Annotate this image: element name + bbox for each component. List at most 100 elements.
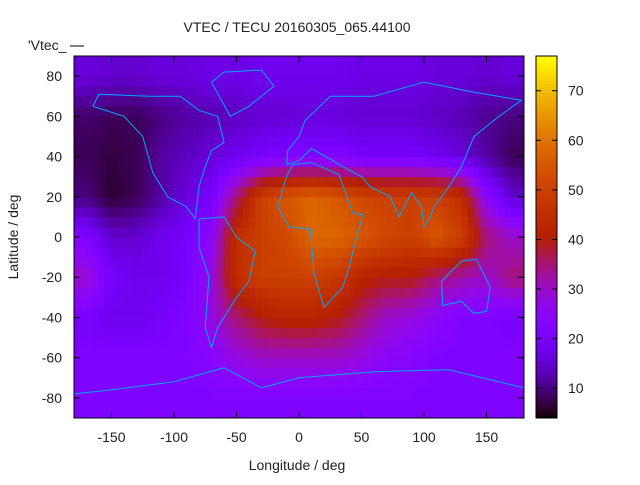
- heatmap-cell: [292, 357, 300, 369]
- heatmap-cell: [174, 226, 181, 238]
- heatmap-cell: [149, 347, 156, 359]
- colorbar-segment: [536, 71, 557, 75]
- heatmap-cell: [211, 216, 219, 228]
- heatmap-cell: [117, 156, 125, 168]
- heatmap-cell: [411, 216, 419, 228]
- heatmap-cell: [517, 76, 525, 87]
- heatmap-cell: [492, 166, 500, 178]
- colorbar-segment: [536, 246, 557, 250]
- heatmap-cell: [92, 166, 100, 178]
- heatmap-cell: [199, 76, 206, 87]
- heatmap-cell: [511, 357, 519, 369]
- heatmap-cell: [336, 116, 344, 127]
- heatmap-cell: [86, 196, 94, 208]
- heatmap-cell: [117, 287, 125, 298]
- heatmap-cell: [236, 206, 244, 218]
- heatmap-cell: [511, 176, 519, 188]
- heatmap-cell: [167, 387, 175, 399]
- heatmap-cell: [105, 367, 112, 379]
- heatmap-cell: [261, 277, 269, 288]
- heatmap-cell: [136, 257, 144, 268]
- heatmap-cell: [380, 327, 387, 339]
- heatmap-cell: [430, 76, 437, 87]
- heatmap-cell: [292, 237, 300, 248]
- heatmap-cell: [136, 66, 144, 77]
- heatmap-cell: [511, 96, 519, 107]
- heatmap-cell: [367, 126, 375, 137]
- heatmap-cell: [499, 196, 506, 208]
- y-tick-label: -60: [42, 350, 62, 366]
- heatmap-cell: [430, 126, 437, 137]
- heatmap-cell: [467, 106, 475, 117]
- heatmap-cell: [336, 267, 344, 278]
- heatmap-cell: [86, 186, 94, 198]
- heatmap-cell: [286, 337, 294, 349]
- heatmap-cell: [286, 106, 294, 117]
- heatmap-cell: [374, 297, 381, 308]
- heatmap-cell: [124, 297, 131, 308]
- heatmap-cell: [374, 247, 381, 258]
- heatmap-cell: [511, 186, 519, 198]
- heatmap-cell: [305, 106, 312, 117]
- heatmap-cell: [217, 307, 225, 318]
- heatmap-cell: [424, 166, 431, 178]
- heatmap-cell: [292, 377, 300, 389]
- heatmap-cell: [474, 206, 481, 218]
- heatmap-cell: [424, 287, 431, 298]
- heatmap-cell: [492, 146, 500, 158]
- heatmap-cell: [424, 176, 431, 188]
- heatmap-cell: [249, 66, 256, 77]
- heatmap-cell: [136, 287, 144, 298]
- heatmap-cell: [249, 186, 256, 198]
- heatmap-cell: [392, 56, 400, 67]
- heatmap-cell: [230, 247, 237, 258]
- heatmap-cell: [242, 106, 250, 117]
- colorbar-tick-label: 50: [568, 182, 584, 198]
- heatmap-cell: [142, 146, 150, 158]
- heatmap-cell: [499, 146, 506, 158]
- heatmap-cell: [324, 186, 331, 198]
- heatmap-cell: [174, 287, 181, 298]
- heatmap-cell: [174, 116, 181, 127]
- heatmap-cell: [211, 307, 219, 318]
- heatmap-cell: [155, 237, 162, 248]
- heatmap-cell: [367, 277, 375, 288]
- heatmap-cell: [367, 387, 375, 399]
- heatmap-cell: [192, 407, 200, 419]
- heatmap-cell: [511, 387, 519, 399]
- heatmap-cell: [336, 136, 344, 147]
- heatmap-cell: [80, 66, 87, 77]
- heatmap-cell: [480, 407, 487, 419]
- heatmap-cell: [317, 226, 325, 238]
- heatmap-cell: [249, 407, 256, 419]
- heatmap-cell: [349, 116, 356, 127]
- heatmap-cell: [461, 277, 469, 288]
- heatmap-cell: [111, 206, 119, 218]
- heatmap-cell: [211, 136, 219, 147]
- heatmap-cell: [155, 267, 162, 278]
- heatmap-cell: [192, 367, 200, 379]
- colorbar-segment: [536, 357, 557, 362]
- heatmap-cell: [130, 347, 137, 359]
- heatmap-cell: [274, 86, 281, 97]
- heatmap-cell: [374, 176, 381, 188]
- heatmap-cell: [292, 66, 300, 77]
- heatmap-cell: [342, 317, 350, 328]
- heatmap-cell: [180, 66, 187, 77]
- heatmap-cell: [292, 166, 300, 178]
- heatmap-cell: [517, 116, 525, 127]
- heatmap-cell: [367, 156, 375, 168]
- heatmap-cell: [292, 367, 300, 379]
- heatmap-cell: [380, 166, 387, 178]
- heatmap-cell: [280, 307, 287, 318]
- heatmap-cell: [436, 76, 444, 87]
- heatmap-cell: [192, 357, 200, 369]
- colorbar-segment: [536, 318, 557, 322]
- heatmap-cell: [299, 377, 306, 389]
- x-tick-label: -50: [226, 429, 246, 445]
- heatmap-cell: [474, 126, 481, 137]
- heatmap-cell: [74, 237, 81, 248]
- heatmap-cell: [124, 277, 131, 288]
- heatmap-cell: [130, 307, 137, 318]
- heatmap-cell: [242, 146, 250, 158]
